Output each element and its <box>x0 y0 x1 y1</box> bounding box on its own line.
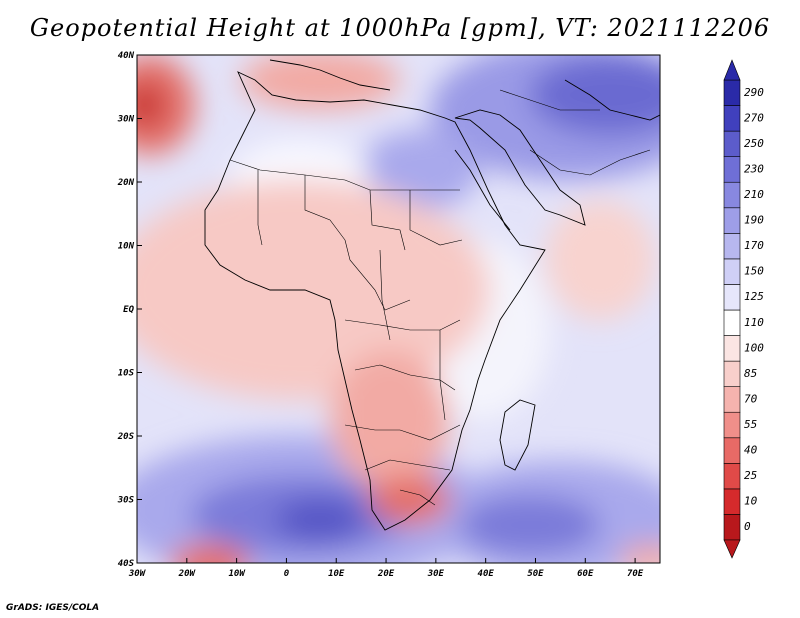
colorbar-label: 100 <box>744 341 764 354</box>
colorbar-label: 190 <box>744 214 764 227</box>
x-tick-label: 30W <box>128 569 147 579</box>
colorbar-segment <box>723 488 741 515</box>
y-tick-label: 20N <box>117 178 135 188</box>
x-tick-label: 10W <box>228 569 246 579</box>
colorbar-label: 210 <box>744 188 764 201</box>
colorbar-label: 125 <box>744 290 764 303</box>
y-tick-label: EQ <box>123 305 134 315</box>
x-tick-label: 10E <box>328 569 345 579</box>
y-axis: 40S 30S 20S 10S EQ 10N 20N 30N 40N <box>117 51 142 569</box>
y-tick-label: 40S <box>118 559 135 569</box>
x-axis: 30W 20W 10W 0 10E 20E 30E 40E 50E 60E 70E <box>128 558 644 579</box>
colorbar-segment <box>723 335 741 362</box>
colorbar-label: 25 <box>744 469 757 482</box>
colorbar-segment <box>723 309 741 336</box>
colorbar-label: 290 <box>744 86 764 99</box>
x-tick-label: 30E <box>427 569 445 579</box>
colorbar-segment <box>723 130 741 157</box>
colorbar-label: 110 <box>744 316 764 329</box>
y-tick-label: 20S <box>117 432 135 442</box>
x-tick-label: 70E <box>627 569 644 579</box>
x-tick-label: 40E <box>478 569 495 579</box>
colorbar-segment <box>723 386 741 413</box>
x-tick-label: 20W <box>178 569 197 579</box>
colorbar-label: 250 <box>744 137 764 150</box>
x-tick-label: 20E <box>377 569 395 579</box>
country-borders <box>229 89 651 506</box>
coastlines <box>204 59 660 531</box>
colorbar: 0 10 25 40 55 70 85 100 110 125 150 170 190 210 230 250… <box>723 59 764 559</box>
y-tick-label: 10S <box>118 369 135 379</box>
colorbar-segment <box>723 411 741 439</box>
colorbar-top-arrow <box>723 59 741 81</box>
colorbar-label: 150 <box>744 265 764 278</box>
colorbar-segment <box>723 233 741 260</box>
x-tick-label: 60E <box>577 569 594 579</box>
y-tick-label: 30N <box>117 115 135 125</box>
y-tick-label: 10N <box>118 242 135 252</box>
colorbar-segment <box>723 156 741 183</box>
colorbar-label: 0 <box>744 520 751 533</box>
y-tick-label: 40N <box>118 51 135 61</box>
colorbar-label: 55 <box>744 418 757 431</box>
y-tick-label: 30S <box>117 496 135 506</box>
x-tick-label: 50E <box>527 569 544 579</box>
colorbar-label: 70 <box>744 392 758 405</box>
colorbar-segment <box>723 79 741 106</box>
colorbar-segment <box>723 207 741 234</box>
x-tick-label: 0 <box>284 569 290 579</box>
colorbar-label: 40 <box>744 444 758 457</box>
colorbar-segment <box>723 284 741 311</box>
colorbar-label: 230 <box>744 162 764 175</box>
colorbar-bottom-arrow <box>723 539 741 559</box>
geopotential-field <box>137 55 660 563</box>
colorbar-label: 270 <box>744 111 764 124</box>
footer-credit: GrADS: IGES/COLA <box>6 603 100 613</box>
colorbar-segment <box>723 463 741 490</box>
colorbar-segment <box>723 258 741 285</box>
colorbar-segment <box>723 105 741 132</box>
colorbar-label: 170 <box>744 239 764 252</box>
colorbar-label: 85 <box>744 367 757 380</box>
colorbar-segment <box>723 514 741 541</box>
colorbar-segment <box>723 437 741 464</box>
colorbar-segment <box>723 360 741 387</box>
colorbar-label: 10 <box>744 495 758 508</box>
map-title: Geopotential Height at 1000hPa [gpm], VT… <box>29 14 771 42</box>
colorbar-segment <box>723 181 741 209</box>
